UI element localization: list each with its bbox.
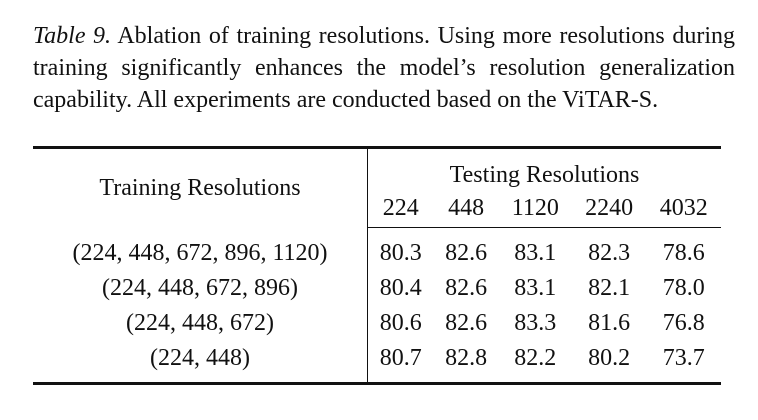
row-label: (224, 448) — [33, 341, 368, 384]
cell-value: 82.6 — [445, 240, 488, 266]
column-header: 224 — [367, 189, 434, 228]
column-header: 2240 — [571, 189, 647, 228]
row-label: (224, 448, 672) — [33, 306, 368, 341]
column-header: 1120 — [498, 189, 572, 228]
table-body: (224, 448, 672, 896, 1120) 80.3 82.6 83.1 82… — [33, 227, 721, 384]
cell-value: 80.6 — [379, 310, 422, 336]
cell-value: 82.8 — [445, 345, 488, 371]
table-row: (224, 448, 672, 896) 80.4 82.6 83.1 82.1 78.0 — [33, 271, 721, 306]
cell-value: 80.3 — [379, 240, 422, 266]
results-table: Training Resolutions Testing Resolutions… — [33, 146, 721, 385]
cell-value: 80.2 — [588, 345, 631, 371]
table-row: (224, 448) 80.7 82.8 82.2 80.2 73.7 — [33, 341, 721, 384]
caption: Table 9. Ablation of training resolution… — [33, 20, 735, 116]
cell-value: 73.7 — [662, 345, 705, 371]
table-row: (224, 448, 672, 896, 1120) 80.3 82.6 83.1 82… — [33, 227, 721, 271]
column-group: Testing Resolutions — [449, 162, 640, 188]
row-header: Training Resolutions — [33, 147, 368, 228]
cell-value: 76.8 — [662, 310, 705, 336]
cell-value: 81.6 — [588, 310, 631, 336]
cell-value: 82.1 — [588, 275, 631, 301]
column-header: 4032 — [646, 189, 721, 228]
cell-value: 82.6 — [445, 310, 488, 336]
caption-text: Ablation of training resolutions. Using … — [33, 23, 735, 113]
table-row: (224, 448, 672) 80.6 82.6 83.3 81.6 76.8 — [33, 306, 721, 341]
subheader-row: 224 448 1120 2240 4032 — [33, 189, 721, 228]
cell-value: 82.6 — [445, 275, 488, 301]
cell-value: 82.2 — [514, 345, 557, 371]
cell-value: 83.1 — [514, 240, 557, 266]
row-label: (224, 448, 672, 896, 1120) — [33, 227, 368, 271]
cell-value: 80.4 — [379, 275, 422, 301]
header-row: Training Resolutions Testing Resolutions — [33, 147, 721, 228]
cell-value: 83.1 — [514, 275, 557, 301]
cell-value: 83.3 — [514, 310, 557, 336]
caption-label: Table 9. — [33, 23, 112, 49]
cell-value: 78.0 — [662, 275, 705, 301]
cell-value: 82.3 — [588, 240, 631, 266]
cell-value: 78.6 — [662, 240, 705, 266]
cell-value: 80.7 — [379, 345, 422, 371]
row-label: (224, 448, 672, 896) — [33, 271, 368, 306]
column-header: 448 — [433, 189, 499, 228]
